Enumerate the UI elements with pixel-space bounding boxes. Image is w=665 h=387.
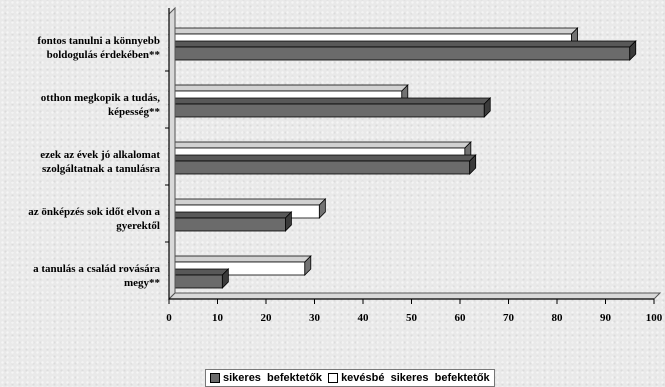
- x-tick-label-40: 40: [358, 312, 370, 324]
- axis-floor: [167, 292, 662, 300]
- axis-side-wall: [168, 6, 176, 301]
- category-label-3-line-1: gyerektől: [116, 220, 160, 232]
- category-label-2-line-1: szolgáltatnak a tanulásra: [42, 163, 160, 175]
- bar-end-s0-c3: [318, 198, 326, 219]
- bar-top-s1-c2: [168, 154, 477, 162]
- legend-swatch-sikeres: [210, 373, 220, 383]
- bar-top-s0-c4: [168, 255, 312, 263]
- x-tick-label-90: 90: [600, 312, 612, 324]
- x-tick-label-50: 50: [406, 312, 418, 324]
- bar-end-s1-c2: [469, 154, 477, 175]
- x-tick-label-0: 0: [166, 312, 172, 324]
- bar-end-s1-c0: [629, 40, 637, 61]
- category-label-0-line-1: boldogulás érdekében**: [47, 49, 161, 61]
- bar-s1-c3: [168, 211, 293, 232]
- category-label-1-line-1: képesség**: [108, 106, 160, 118]
- x-tick-label-30: 30: [309, 312, 321, 324]
- x-tick-label-100: 100: [646, 312, 663, 324]
- x-tick-label-20: 20: [261, 312, 273, 324]
- bar-front-s1-c3: [168, 217, 286, 232]
- category-label-2-line-0: ezek az évek jó alkalomat: [40, 149, 160, 161]
- bar-front-s1-c0: [168, 46, 631, 61]
- legend-label-kevesbe-sikeres: kevésbé sikeres befektetők: [341, 372, 490, 384]
- category-label-1-line-0: otthon megkopik a tudás,: [41, 92, 160, 104]
- bar-s1-c2: [168, 154, 477, 175]
- bar-end-s0-c4: [304, 255, 312, 276]
- bar-top-s0-c2: [168, 141, 472, 149]
- legend-item-sikeres: sikeres befektetők: [210, 372, 322, 384]
- category-label-3-line-0: az önképzés sok időt elvon a: [28, 206, 160, 218]
- bar-top-s1-c1: [168, 97, 492, 105]
- bar-top-s0-c3: [168, 198, 327, 206]
- bar-front-s1-c2: [168, 160, 471, 175]
- bar-top-s1-c0: [168, 40, 637, 48]
- bar-top-s0-c1: [168, 84, 409, 92]
- legend-swatch-kevesbe-sikeres: [328, 373, 339, 383]
- category-label-4-line-0: a tanulás a család rovására: [33, 263, 160, 275]
- legend-label-sikeres: sikeres befektetők: [223, 372, 323, 384]
- bar-end-s1-c4: [221, 268, 229, 289]
- legend-item-kevesbe-sikeres: kevésbé sikeres befektetők: [328, 372, 490, 384]
- x-tick-label-70: 70: [503, 312, 515, 324]
- bar-end-s1-c1: [483, 97, 491, 118]
- x-tick-label-60: 60: [455, 312, 467, 324]
- category-label-4-line-1: megy**: [124, 277, 161, 289]
- bar-front-s1-c4: [168, 274, 223, 289]
- legend: sikeres befektetők kevésbé sikeres befek…: [205, 369, 495, 387]
- bar-top-s0-c0: [168, 27, 579, 35]
- bar-front-s1-c1: [168, 103, 485, 118]
- bar-s1-c0: [168, 40, 637, 61]
- x-tick-label-10: 10: [212, 312, 224, 324]
- bar-s1-c4: [168, 268, 230, 289]
- bar-top-s1-c4: [168, 268, 230, 276]
- bar-s1-c1: [168, 97, 492, 118]
- category-label-0-line-0: fontos tanulni a könnyebb: [37, 35, 160, 47]
- bar-end-s1-c3: [284, 211, 292, 232]
- bar-top-s1-c3: [168, 211, 293, 219]
- x-tick-label-80: 80: [552, 312, 564, 324]
